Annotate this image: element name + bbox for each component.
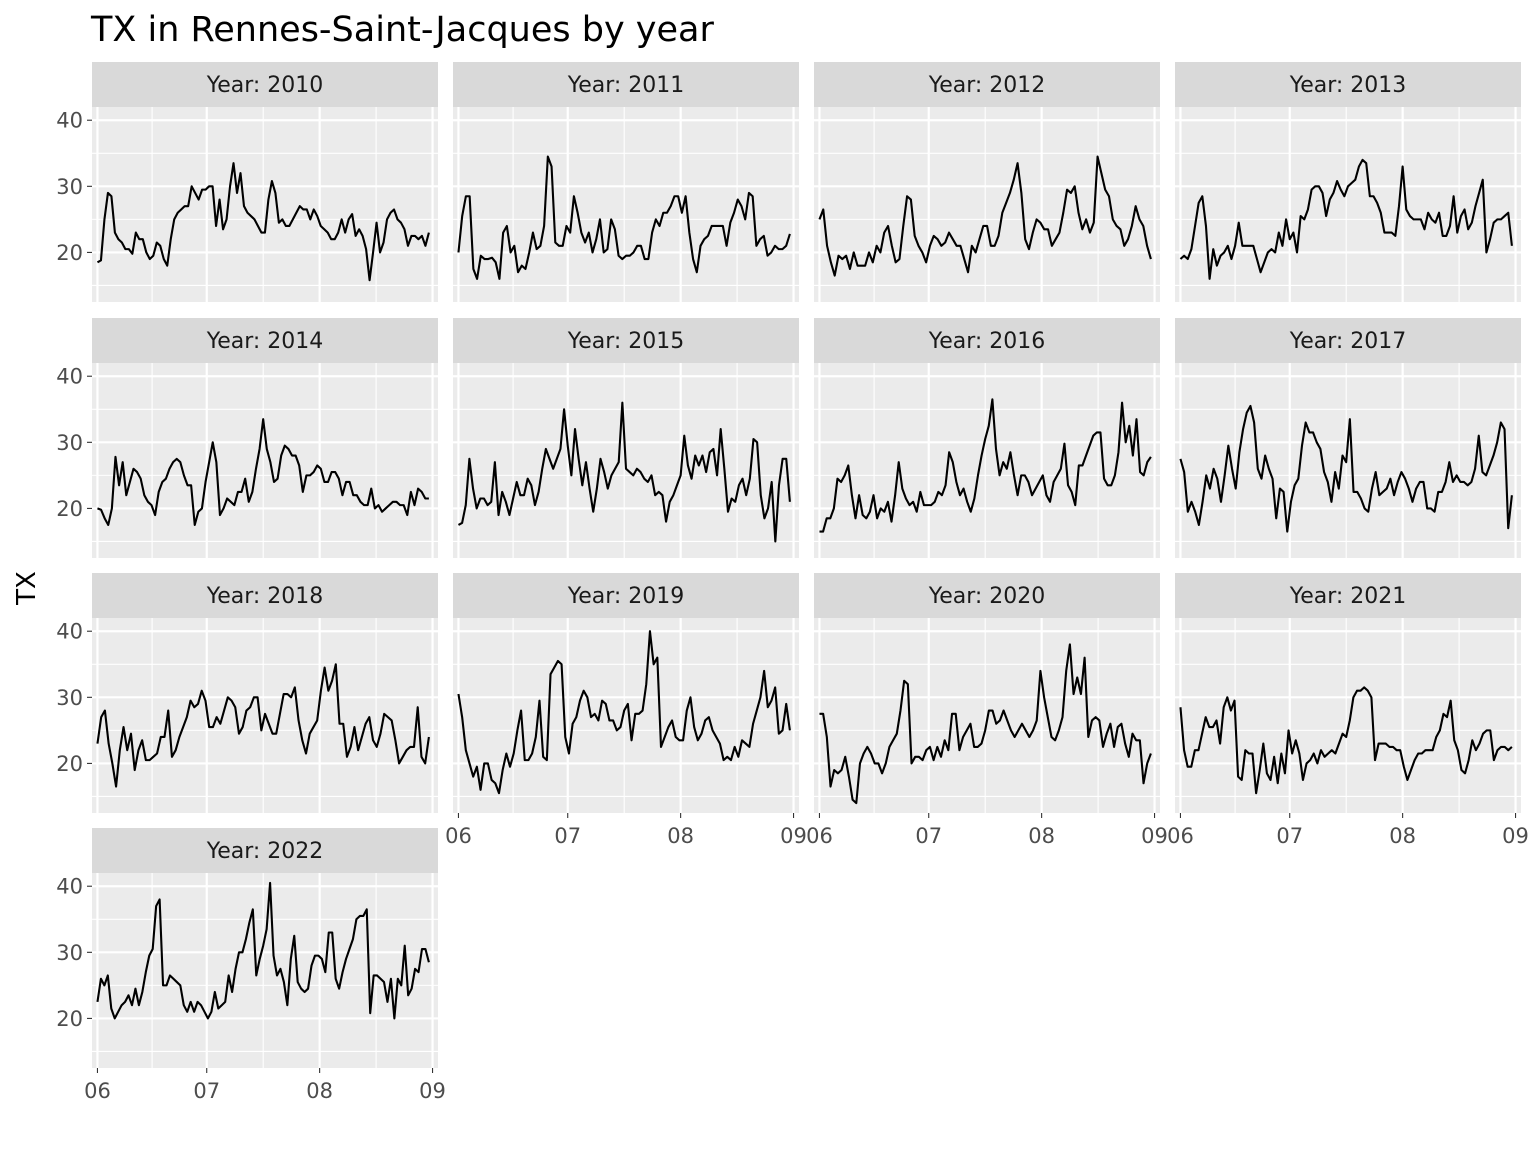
panel-background [453,618,799,813]
series-line-2015 [457,401,791,543]
x-tick-label: 06 [84,1079,111,1103]
y-tick-label: 20 [56,752,83,776]
x-tick-label: 08 [306,1079,333,1103]
facet-panel-2021: Year: 2021 06 07 08 09 [1167,573,1529,848]
chart-title: TX in Rennes-Saint-Jacques by year [90,10,714,50]
panel-background [92,107,438,302]
series-line-2014 [97,418,429,527]
y-tick-label: 30 [56,686,83,710]
facet-strip [92,62,438,107]
x-tick-label: 07 [554,824,581,848]
series-line-2012 [818,155,1152,277]
facet-panel-2018: Year: 2018 20 30 40 [56,573,438,813]
facet-panel-2013: Year: 2013 [1175,62,1521,302]
panel-background [92,363,438,558]
facet-panel-2011: Year: 2011 [453,62,799,302]
x-tick-label: 09 [1141,824,1168,848]
facet-strip [453,318,799,363]
y-tick-label: 40 [56,365,83,389]
x-tick-label: 06 [445,824,472,848]
x-tick-label: 06 [1167,824,1194,848]
y-tick-label: 20 [56,241,83,265]
y-tick-label: 20 [56,1007,83,1031]
series-line-2016 [819,398,1152,533]
facet-panel-2017: Year: 2017 [1175,318,1521,558]
facet-strip [1175,318,1521,363]
facet-strip-label: Year: 2018 [206,584,324,609]
facet-strip-label: Year: 2016 [928,329,1046,354]
y-tick-label: 40 [56,620,83,644]
y-tick-label: 20 [56,497,83,521]
facet-strip [814,573,1160,618]
facet-strip-label: Year: 2015 [567,329,685,354]
x-tick-label: 09 [419,1079,446,1103]
facet-strip-label: Year: 2021 [1289,584,1407,609]
facet-strip-label: Year: 2012 [928,73,1046,98]
facet-panel-2012: Year: 2012 [814,62,1160,302]
facet-panel-2020: Year: 2020 06 07 08 09 [806,573,1168,848]
series-line-2018 [96,663,430,788]
series-line-2010 [96,162,430,282]
facet-strip-label: Year: 2022 [206,839,324,864]
x-tick-label: 08 [667,824,694,848]
facet-strip-label: Year: 2017 [1289,329,1407,354]
series-line-2021 [1179,686,1513,795]
series-line-2013 [1179,158,1513,280]
x-tick-label: 08 [1028,824,1055,848]
facet-strip [1175,62,1521,107]
x-tick-label: 06 [806,824,833,848]
series-line-2019 [457,630,791,795]
x-tick-label: 07 [915,824,942,848]
facet-strip-label: Year: 2013 [1289,73,1407,98]
y-tick-label: 30 [56,175,83,199]
facet-panels: Year: 2010 20 30 40 Year: 2011 Year: 2012 Year… [56,62,1529,1103]
panel-background [1175,618,1521,813]
facet-panel-2022: Year: 2022 20 30 40 06 07 08 09 [56,828,446,1103]
facet-strip [92,828,438,873]
x-tick-label: 09 [1502,824,1529,848]
facet-strip [814,318,1160,363]
x-tick-label: 07 [1276,824,1303,848]
y-axis-label: TX [12,571,42,606]
facet-panel-2014: Year: 2014 20 30 40 [56,318,438,558]
series-line-2022 [96,881,430,1020]
panel-background [1175,107,1521,302]
panel-background [1175,363,1521,558]
y-tick-label: 30 [56,941,83,965]
facet-strip-label: Year: 2010 [206,73,324,98]
facet-strip-label: Year: 2014 [206,329,324,354]
x-tick-label: 07 [193,1079,220,1103]
y-tick-label: 40 [56,109,83,133]
facet-strip [1175,573,1521,618]
y-tick-label: 30 [56,431,83,455]
panel-background [814,107,1160,302]
series-line-2020 [819,643,1152,805]
facet-panel-2016: Year: 2016 [814,318,1160,558]
series-line-2011 [457,155,791,280]
facet-strip-label: Year: 2011 [567,73,685,98]
y-tick-label: 40 [56,875,83,899]
panel-background [92,873,438,1068]
facet-strip [814,62,1160,107]
facet-strip-label: Year: 2020 [928,584,1046,609]
facet-strip [92,318,438,363]
series-line-2017 [1179,404,1513,533]
facet-strip-label: Year: 2019 [567,584,685,609]
x-tick-label: 08 [1389,824,1416,848]
facet-panel-2015: Year: 2015 [453,318,799,558]
facet-strip [92,573,438,618]
facet-panel-2019: Year: 2019 06 07 08 09 [445,573,807,848]
facet-strip [453,62,799,107]
x-tick-label: 09 [780,824,807,848]
facet-panel-2010: Year: 2010 20 30 40 [56,62,438,302]
facet-strip [453,573,799,618]
panel-background [814,363,1160,558]
